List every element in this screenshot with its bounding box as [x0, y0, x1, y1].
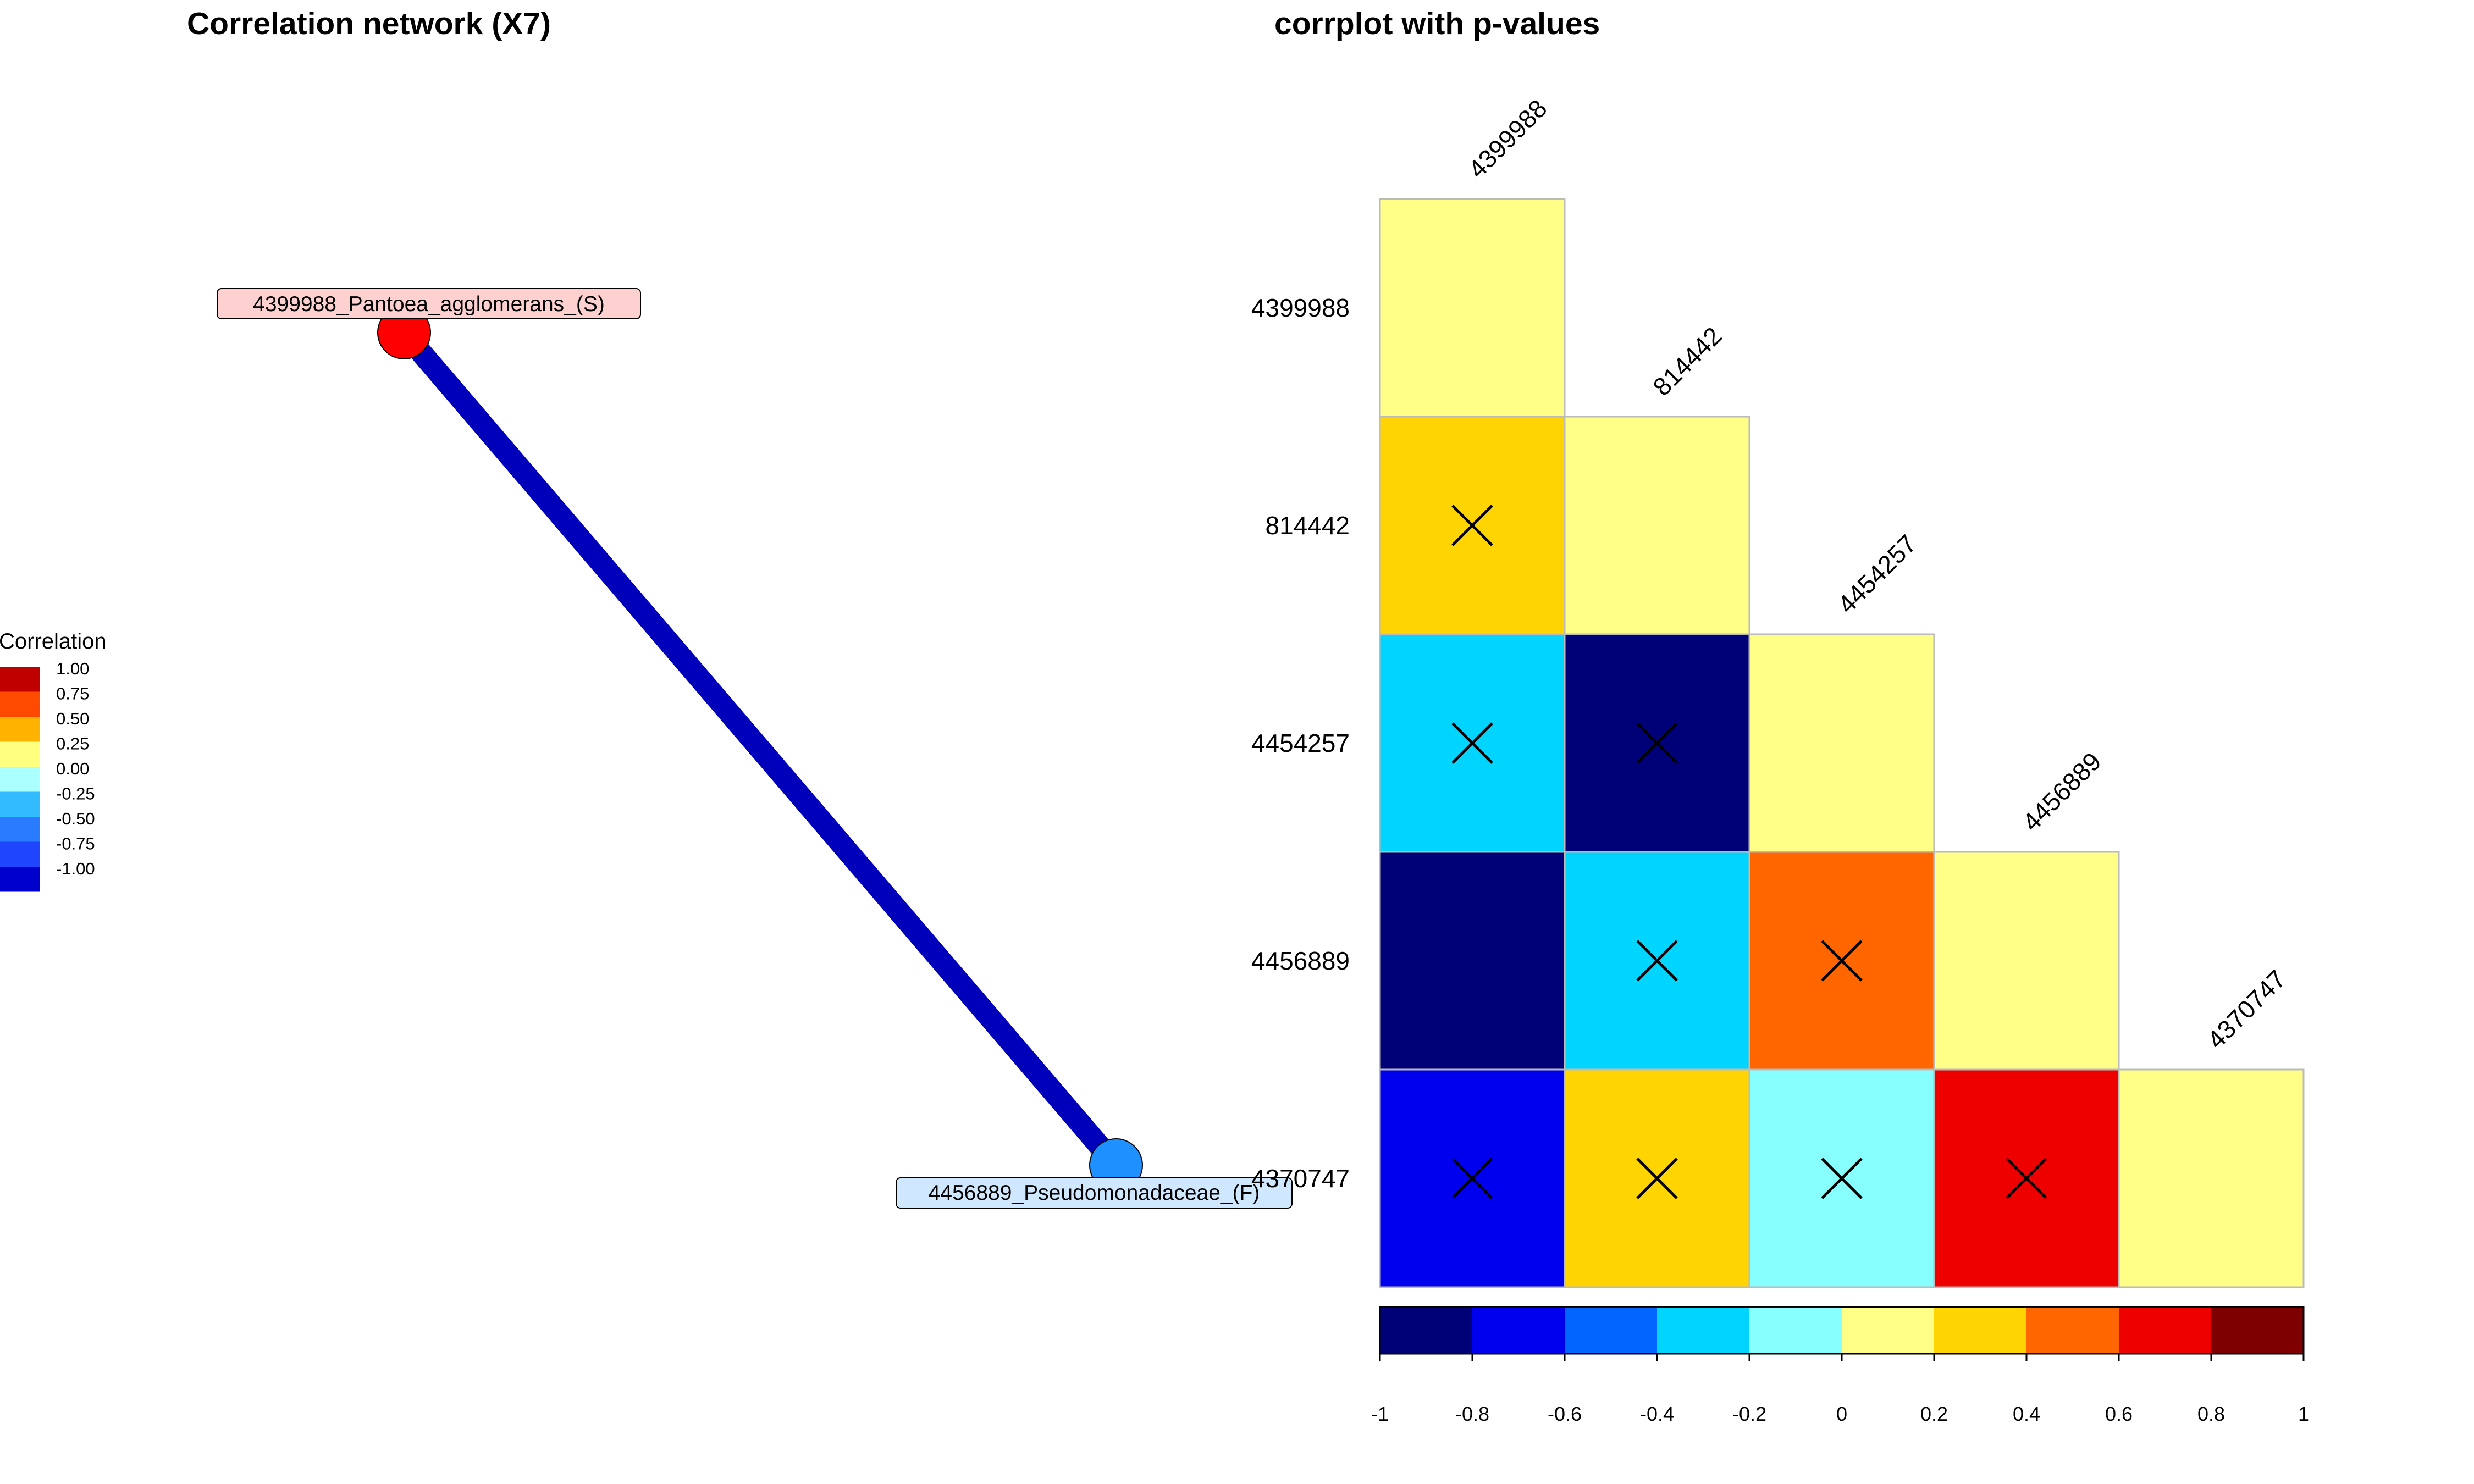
colorbar-tick-label: 0.4: [2013, 1403, 2040, 1425]
legend-label: -1.00: [56, 859, 95, 878]
legend-swatch: [0, 717, 40, 742]
legend-swatch: [0, 791, 40, 817]
row-label: 4454257: [1251, 729, 1350, 757]
colorbar-segment: [2119, 1307, 2211, 1354]
colorbar-tick-label: 0.8: [2197, 1403, 2225, 1425]
colorbar-segment: [1749, 1307, 1842, 1354]
legend-swatch: [0, 867, 40, 892]
row-label: 4456889: [1251, 946, 1350, 975]
corr-cell-4456889-4399988: [1379, 851, 1566, 1071]
row-label: 814442: [1266, 511, 1350, 540]
colorbar-segment: [1565, 1307, 1657, 1354]
legend-swatch: [0, 667, 40, 692]
legend-swatch: [0, 691, 40, 717]
nonsignificant-cross: [1821, 1158, 1863, 1199]
col-label: 4370747: [2201, 965, 2291, 1054]
corr-cell-4456889-4456889: [1933, 851, 2120, 1071]
colorbar-segment: [2026, 1307, 2119, 1354]
legend-label: 0.75: [56, 684, 89, 704]
colorbar-tick-label: 0.2: [1920, 1403, 1948, 1425]
legend-swatch: [0, 767, 40, 792]
legend-label: 1.00: [56, 659, 89, 678]
legend-swatch: [0, 841, 40, 867]
corr-cell-4454257-4454257: [1748, 633, 1935, 853]
corrplot-panel: corrplot with p-values 4399988 814442 4454…: [1251, 6, 2309, 1425]
nonsignificant-cross: [1636, 1158, 1678, 1199]
col-label: 4456889: [2017, 747, 2106, 837]
colorbar-tick-label: 0: [1836, 1403, 1847, 1425]
legend-label: -0.50: [56, 809, 95, 828]
legend-label: 0.50: [56, 709, 89, 728]
nonsignificant-cross: [1636, 940, 1678, 982]
nonsignificant-cross: [1451, 722, 1493, 764]
colorbar-segment: [1842, 1307, 1934, 1354]
network-edge: [393, 322, 1127, 1176]
corrplot-row-labels: 4399988 814442 4454257 4456889 4370747: [1251, 294, 1350, 1193]
network-node-4456889[interactable]: 4456889_Pseudomonadaceae_(F): [896, 1138, 1293, 1209]
colorbar-tick-label: -0.2: [1732, 1403, 1766, 1425]
colorbar-tick-label: -0.4: [1640, 1403, 1674, 1425]
network-title: Correlation network (X7): [187, 6, 551, 41]
network-node-4399988[interactable]: 4399988_Pantoea_agglomerans_(S): [217, 288, 641, 359]
legend-label: -0.75: [56, 834, 95, 854]
corrplot-cells: [1379, 198, 2305, 1288]
legend-title: Correlation: [0, 629, 107, 654]
nonsignificant-cross: [1636, 722, 1678, 764]
network-legend: Correlation 1.00 0.75 0.50 0.25 0.00 -0.25 -0.…: [0, 629, 107, 892]
row-label: 4370747: [1251, 1164, 1350, 1193]
colorbar-segment: [1380, 1307, 1472, 1354]
legend-label: -0.25: [56, 784, 95, 804]
nonsignificant-cross: [1451, 1158, 1493, 1199]
corr-cell-4370747-4370747: [2118, 1068, 2305, 1288]
colorbar-tick-label: -0.8: [1455, 1403, 1489, 1425]
nonsignificant-cross: [1821, 940, 1863, 982]
corr-cell-4399988-4399988: [1379, 198, 1566, 418]
corr-cell-814442-814442: [1564, 416, 1750, 635]
legend-label: 0.00: [56, 759, 89, 778]
col-label: 4399988: [1462, 94, 1552, 184]
corrplot-title: corrplot with p-values: [1274, 6, 1600, 41]
colorbar-tick-label: 0.6: [2105, 1403, 2133, 1425]
legend-swatch: [0, 817, 40, 842]
node-label-box: [896, 1177, 1293, 1209]
network-panel: Correlation network (X7) Correlation 1.0…: [0, 6, 1293, 1209]
node-label: 4456889_Pseudomonadaceae_(F): [929, 1181, 1260, 1205]
colorbar-tick-label: -1: [1371, 1403, 1389, 1425]
col-label: 814442: [1647, 322, 1727, 401]
colorbar-segment: [2211, 1307, 2304, 1354]
colorbar-segment: [1934, 1307, 2026, 1354]
colorbar-tick-label: 1: [2298, 1403, 2309, 1425]
corrplot-colorbar: -1 -0.8 -0.6 -0.4 -0.2 0 0.2 0.4 0.6 0.8 1: [1371, 1306, 2309, 1425]
legend-label: 0.25: [56, 734, 89, 754]
legend-swatch: [0, 741, 40, 767]
col-label: 4454257: [1832, 529, 1921, 619]
row-label: 4399988: [1251, 294, 1350, 322]
node-label: 4399988_Pantoea_agglomerans_(S): [253, 292, 605, 316]
node-label-box: [217, 288, 641, 319]
colorbar-segment: [1657, 1307, 1749, 1354]
colorbar-segment: [1472, 1307, 1565, 1354]
colorbar-tick-label: -0.6: [1548, 1403, 1582, 1425]
nonsignificant-cross: [2006, 1158, 2047, 1199]
nonsignificant-cross: [1451, 505, 1493, 546]
